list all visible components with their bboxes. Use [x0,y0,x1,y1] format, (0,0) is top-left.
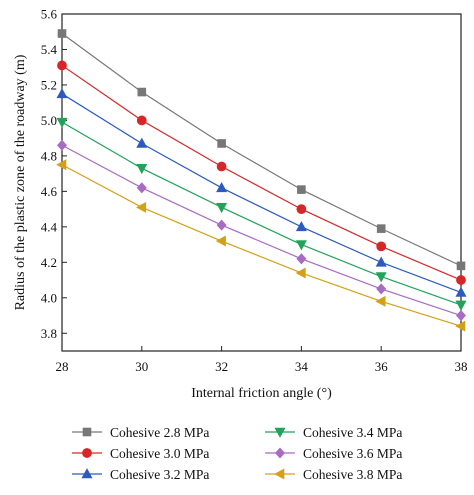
series-line [61,164,462,327]
data-point [375,295,386,307]
legend-label: Cohesive 3.4 MPa [303,425,402,440]
data-point [216,203,228,214]
data-point [456,261,466,271]
data-point [135,201,147,213]
data-point [137,87,147,97]
series-4 [56,117,467,311]
y-axis-title: Radius of the plastic zone of the roadwa… [13,54,28,310]
y-tick-label: 4.0 [41,290,57,305]
y-tick-label: 4.4 [41,219,58,234]
y-tick-label: 5.6 [41,7,58,22]
legend-entry: Cohesive 3.8 MPa [265,467,402,482]
y-tick-label: 4.2 [41,255,57,270]
y-tick-label: 5.2 [41,77,57,92]
x-tick-label: 28 [56,359,69,374]
data-point [217,139,226,148]
data-point [376,283,387,295]
x-axis-title: Internal friction angle (°) [191,386,332,401]
data-point [215,235,226,247]
legend-entry: Cohesive 3.0 MPa [72,446,209,461]
data-point [455,309,467,322]
data-point [216,161,227,172]
data-point [375,256,387,267]
data-point [136,115,147,126]
y-axis: 3.8 4.0 4.2 4.4 4.6 4.8 5.0 5.2 5.4 5.6 [41,7,67,341]
legend-entry: Cohesive 3.4 MPa [265,425,402,440]
data-point [296,253,307,265]
data-point [295,267,306,279]
data-point [375,272,387,283]
legend-label: Cohesive 2.8 MPa [110,425,209,440]
legend-entry: Cohesive 3.2 MPa [72,467,209,482]
legend: Cohesive 2.8 MPa Cohesive 3.0 MPa Cohesive… [72,425,402,482]
data-point [136,137,148,148]
data-point [56,159,67,171]
legend-label: Cohesive 3.0 MPa [110,446,209,461]
data-point [56,117,68,129]
plot-border [61,13,462,352]
series-line [61,144,462,317]
data-point [455,320,466,332]
series-6 [56,159,466,332]
series-5 [56,139,467,322]
data-point [57,60,67,71]
legend-entry: Cohesive 2.8 MPa [72,425,209,440]
x-tick-label: 32 [215,359,228,374]
data-point [216,219,227,231]
series-line [61,64,462,281]
x-axis: 28 30 32 34 36 38 [56,346,468,374]
y-tick-label: 4.8 [41,148,57,163]
data-point [57,29,67,38]
data-point [295,221,307,232]
data-point [56,87,68,99]
series-3 [56,87,467,297]
legend-label: Cohesive 3.6 MPa [303,446,402,461]
legend-marker [274,447,286,459]
x-tick-label: 34 [295,359,309,374]
y-tick-label: 5.0 [41,113,57,128]
data-point [456,275,466,285]
data-point [455,300,467,311]
series-layer [56,29,467,332]
data-point [376,241,387,252]
legend-marker [82,427,92,437]
data-point [136,164,148,175]
legend-label: Cohesive 3.2 MPa [110,467,209,482]
plot-frame [61,13,462,352]
series-line [61,121,462,306]
y-tick-label: 3.8 [41,326,57,341]
series-2 [57,60,466,285]
legend-label: Cohesive 3.8 MPa [303,467,402,482]
data-point [136,182,147,194]
y-tick-label: 5.4 [41,42,58,57]
legend-marker [81,468,93,479]
y-tick-label: 4.6 [41,184,58,199]
data-point [295,240,307,251]
x-tick-label: 36 [375,359,389,374]
data-point [296,204,307,215]
legend-marker [82,448,92,458]
data-point [297,185,306,194]
series-1 [57,29,466,271]
data-point [56,139,68,151]
data-point [376,224,386,233]
series-line [61,33,462,267]
series-line [61,93,462,294]
legend-marker [274,468,285,480]
x-tick-label: 38 [455,359,468,374]
data-point [455,286,467,297]
x-tick-label: 30 [135,359,148,374]
legend-entry: Cohesive 3.6 MPa [265,446,402,461]
legend-marker [274,427,286,438]
data-point [216,181,228,193]
